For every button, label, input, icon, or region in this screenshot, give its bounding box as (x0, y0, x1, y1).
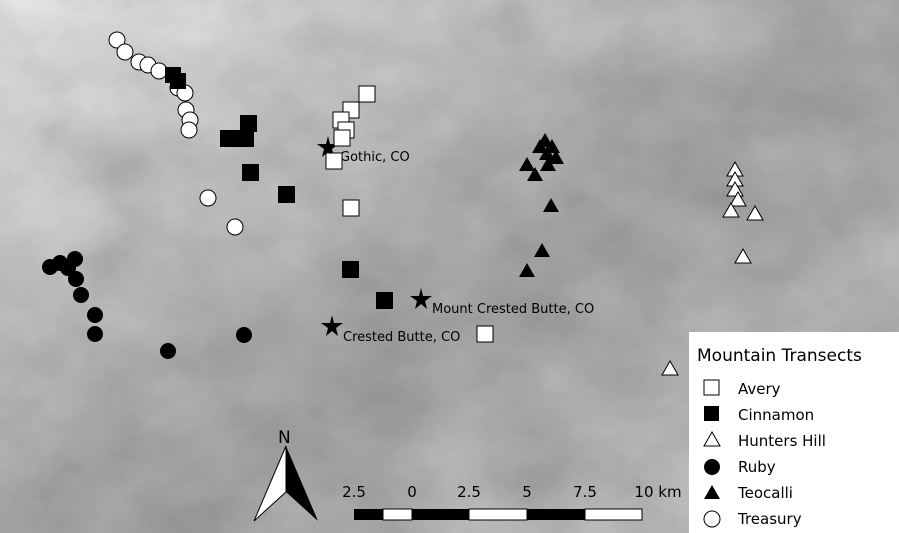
site-marker[interactable] (68, 271, 84, 287)
site-marker[interactable] (342, 261, 359, 278)
site-marker[interactable] (116, 43, 134, 61)
scale-label: 2.5 (457, 483, 481, 501)
site-marker[interactable] (539, 146, 555, 160)
site-marker[interactable] (540, 157, 556, 171)
transect-avery[interactable] (325, 85, 494, 343)
legend-item-treasury: Treasury (703, 510, 802, 528)
site-marker[interactable] (548, 150, 564, 164)
legend-item-ruby: Ruby (704, 458, 776, 476)
site-marker[interactable] (236, 327, 252, 343)
town-label-crested-butte: Crested Butte, CO (343, 330, 460, 345)
site-marker[interactable] (226, 218, 244, 236)
star-icon (321, 315, 343, 336)
legend-box (689, 332, 899, 533)
transect-ruby[interactable] (42, 251, 252, 359)
site-marker[interactable] (746, 204, 764, 221)
site-marker[interactable] (240, 115, 257, 132)
white-triangle-icon (703, 430, 721, 447)
town-mount-crested-butte[interactable]: Mount Crested Butte, CO (410, 288, 594, 317)
legend-label: Ruby (738, 458, 776, 476)
site-marker[interactable] (476, 325, 494, 343)
site-marker[interactable] (73, 287, 89, 303)
black-square-icon (704, 406, 719, 421)
site-marker[interactable] (242, 164, 259, 181)
star-icon (410, 288, 432, 309)
north-arrow-right-half (286, 446, 318, 521)
site-marker[interactable] (278, 186, 295, 203)
legend-item-teocalli: Teocalli (704, 484, 793, 502)
scale-label: 10 km (634, 483, 681, 501)
site-marker[interactable] (734, 247, 752, 264)
north-arrow-label: N (278, 428, 291, 448)
site-marker[interactable] (108, 31, 126, 49)
scale-label: 2.5 (342, 483, 366, 501)
white-square-icon (703, 379, 720, 396)
site-marker[interactable] (722, 201, 740, 218)
scale-label: 0 (407, 483, 417, 501)
site-marker[interactable] (220, 130, 237, 147)
site-marker[interactable] (519, 263, 535, 277)
legend-label: Teocalli (737, 484, 793, 502)
site-marker[interactable] (519, 157, 535, 171)
site-marker[interactable] (358, 85, 376, 103)
site-marker[interactable] (532, 139, 548, 153)
legend-item-avery: Avery (703, 379, 781, 398)
north-arrow: N (253, 428, 318, 522)
town-label-gothic: Gothic, CO (340, 150, 410, 165)
site-marker[interactable] (543, 198, 559, 212)
legend-label: Hunters Hill (738, 432, 826, 450)
town-crested-butte[interactable]: Crested Butte, CO (321, 315, 460, 345)
site-marker[interactable] (661, 359, 679, 376)
legend-label: Avery (738, 380, 781, 398)
scale-label: 7.5 (573, 483, 597, 501)
black-circle-icon (704, 459, 720, 475)
legend-title: Mountain Transects (697, 346, 862, 366)
site-marker[interactable] (729, 190, 747, 207)
site-marker[interactable] (376, 292, 393, 309)
town-label-mount-crested-butte: Mount Crested Butte, CO (432, 302, 594, 317)
site-marker[interactable] (333, 129, 351, 147)
scale-label: 5 (522, 483, 532, 501)
legend: Mountain Transects Avery Cinnamon Hunter… (689, 332, 899, 533)
star-icon (317, 136, 339, 157)
site-marker[interactable] (87, 326, 103, 342)
transect-cinnamon[interactable] (165, 67, 393, 309)
site-marker[interactable] (87, 307, 103, 323)
site-marker[interactable] (237, 130, 254, 147)
transect-teocalli[interactable] (519, 133, 564, 277)
site-marker[interactable] (534, 243, 550, 257)
site-marker[interactable] (199, 189, 217, 207)
site-marker[interactable] (160, 343, 176, 359)
site-marker[interactable] (527, 167, 543, 181)
legend-item-hunters-hill: Hunters Hill (703, 430, 826, 450)
site-marker[interactable] (325, 152, 343, 170)
town-gothic[interactable]: Gothic, CO (317, 136, 410, 165)
site-marker[interactable] (726, 180, 744, 197)
legend-item-cinnamon: Cinnamon (704, 406, 814, 424)
legend-label: Cinnamon (738, 406, 814, 424)
site-marker[interactable] (342, 199, 360, 217)
legend-label: Treasury (737, 510, 802, 528)
scale-bar: 2.5 0 2.5 5 7.5 10 km (342, 483, 682, 521)
site-marker[interactable] (60, 260, 76, 276)
site-marker[interactable] (170, 73, 186, 89)
site-marker[interactable] (180, 121, 198, 139)
white-circle-icon (703, 510, 721, 528)
site-marker[interactable] (150, 62, 168, 80)
black-triangle-icon (704, 485, 720, 499)
transect-hunters-hill[interactable] (661, 160, 764, 376)
